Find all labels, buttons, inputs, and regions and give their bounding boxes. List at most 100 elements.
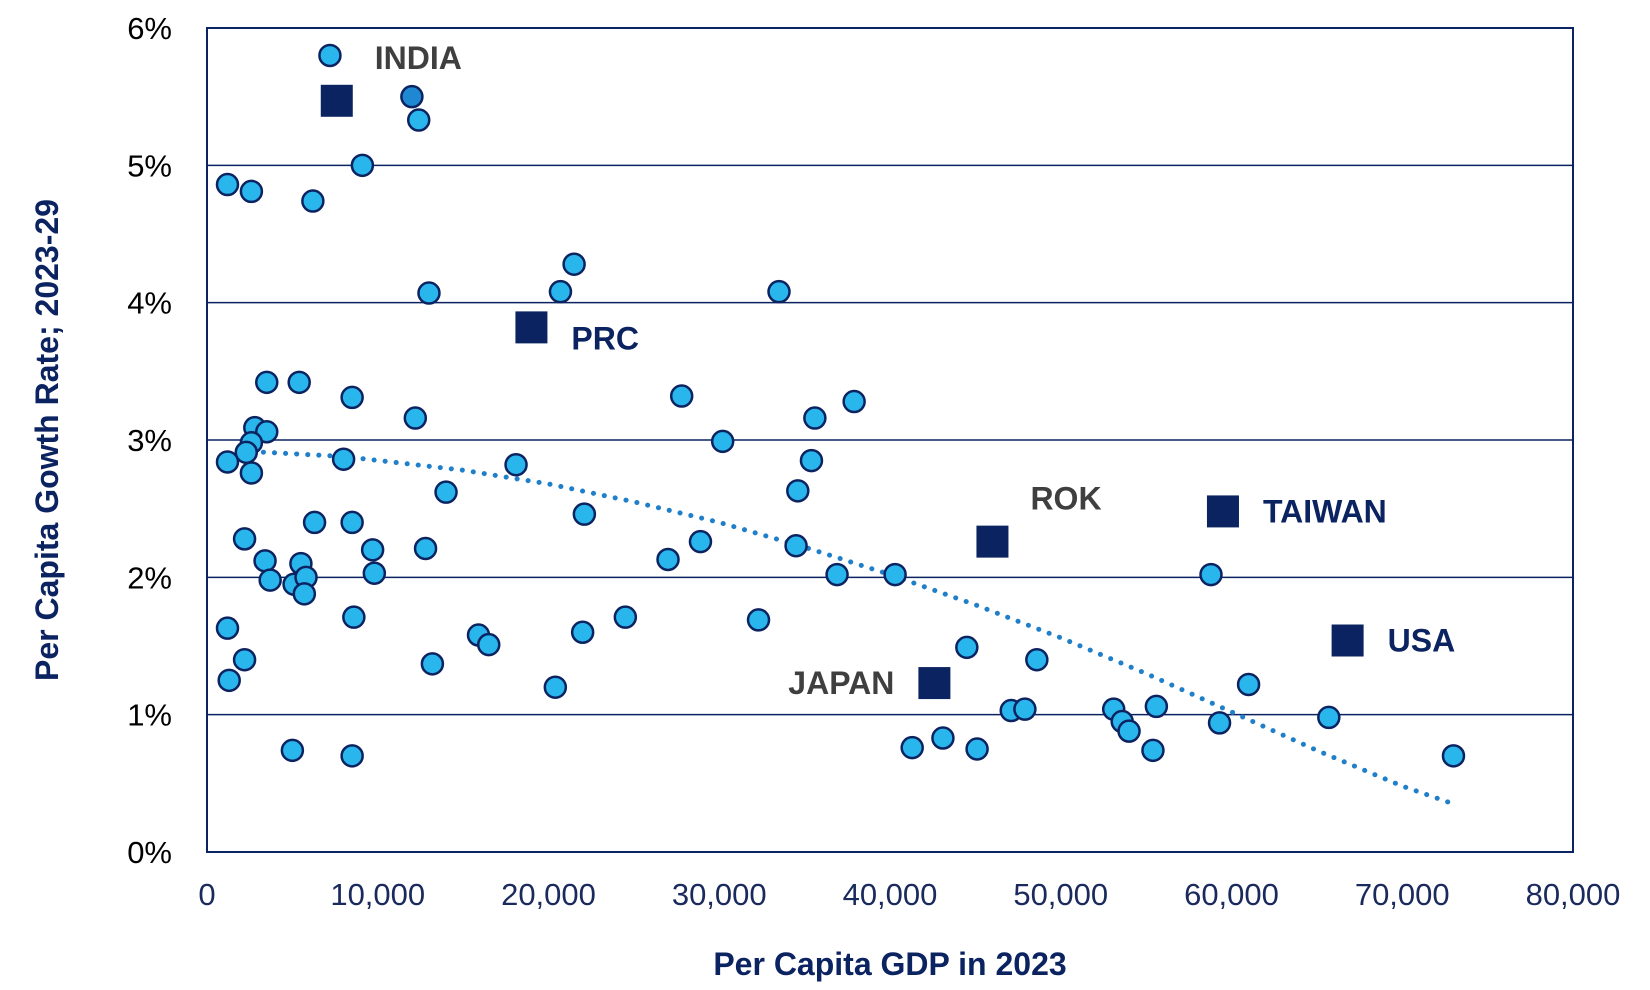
data-point <box>688 529 713 554</box>
data-point <box>413 536 438 561</box>
x-tick-label: 60,000 <box>1184 877 1279 912</box>
y-tick-label: 3% <box>127 423 172 458</box>
x-axis-title: Per Capita GDP in 2023 <box>713 946 1066 982</box>
data-point <box>217 668 241 693</box>
data-point <box>287 370 311 395</box>
y-axis-ticks: 0% 1% 2% 3% 4% 5% 6% <box>127 11 172 870</box>
data-point <box>931 726 955 750</box>
grid-lines <box>207 164 1573 716</box>
data-point <box>570 620 595 645</box>
data-point <box>342 605 366 629</box>
data-point <box>548 279 573 304</box>
data-point <box>232 527 257 551</box>
x-tick-label: 50,000 <box>1013 877 1108 912</box>
data-point <box>1117 719 1141 743</box>
data-point <box>476 632 501 657</box>
data-point <box>803 406 827 430</box>
data-point <box>340 385 364 410</box>
y-tick-label: 4% <box>127 286 172 321</box>
data-point <box>1025 647 1049 672</box>
country-label: TAIWAN <box>1263 493 1387 529</box>
data-point <box>350 153 375 178</box>
data-point <box>1013 697 1037 721</box>
y-tick-label: 6% <box>127 11 172 46</box>
data-point <box>406 108 431 132</box>
data-point <box>1236 672 1261 697</box>
data-point <box>362 561 387 585</box>
data-point <box>1441 744 1466 768</box>
country-points <box>215 43 1466 768</box>
data-point <box>883 562 907 587</box>
y-axis-title: Per Capita Gowth Rate; 2023-29 <box>29 199 65 681</box>
x-tick-label: 70,000 <box>1355 877 1450 912</box>
data-point <box>434 480 458 504</box>
data-point <box>340 510 364 535</box>
y-tick-label: 5% <box>127 148 172 183</box>
country-label: INDIA <box>375 40 462 76</box>
y-tick-label: 1% <box>127 698 172 733</box>
data-point <box>656 547 680 572</box>
data-point <box>1141 738 1165 763</box>
country-label: ROK <box>1030 481 1101 517</box>
data-point <box>301 189 325 213</box>
plot-area <box>206 27 1574 853</box>
data-point <box>400 84 424 109</box>
data-point <box>239 461 264 485</box>
highlight-marker <box>515 311 548 344</box>
data-point <box>669 384 694 408</box>
data-point <box>280 738 305 763</box>
data-point <box>767 279 791 304</box>
data-point <box>1207 711 1232 735</box>
y-tick-label: 2% <box>127 560 172 595</box>
data-point <box>955 635 979 660</box>
highlight-marker <box>1331 624 1364 657</box>
x-tick-label: 0 <box>198 877 215 912</box>
x-tick-label: 30,000 <box>672 877 767 912</box>
data-point <box>613 605 638 629</box>
country-label: USA <box>1388 623 1456 659</box>
x-tick-label: 40,000 <box>843 877 938 912</box>
data-point <box>215 172 240 197</box>
data-point <box>842 389 866 414</box>
x-tick-label: 80,000 <box>1526 877 1621 912</box>
highlighted-countries <box>320 84 1364 700</box>
data-point <box>746 608 771 632</box>
data-point <box>258 568 282 592</box>
data-point <box>562 252 586 276</box>
data-point <box>403 406 428 430</box>
data-point <box>1317 705 1341 730</box>
data-point <box>543 675 568 699</box>
data-point <box>965 737 989 761</box>
x-tick-label: 20,000 <box>501 877 596 912</box>
data-point <box>232 647 257 672</box>
data-point <box>239 179 264 204</box>
data-point <box>417 281 441 305</box>
data-point <box>784 533 808 558</box>
data-point <box>340 744 364 768</box>
country-label: PRC <box>571 320 639 356</box>
data-point <box>360 538 385 562</box>
data-point <box>318 43 342 68</box>
data-point <box>825 562 849 587</box>
highlight-marker <box>1206 495 1239 528</box>
data-point <box>302 510 327 535</box>
x-axis-ticks: 0 10,000 20,000 30,000 40,000 50,000 60,000 70,… <box>198 877 1620 912</box>
country-labels: INDIA PRC ROK TAIWAN USA JAPAN <box>375 40 1455 701</box>
data-point <box>1144 694 1169 719</box>
data-point <box>799 448 824 473</box>
data-point <box>215 450 240 474</box>
data-point <box>253 549 277 573</box>
highlight-marker <box>918 667 951 700</box>
data-point <box>331 447 356 471</box>
data-point <box>1199 562 1223 587</box>
highlight-marker <box>976 525 1009 558</box>
highlight-marker <box>320 84 353 117</box>
data-point <box>255 370 279 395</box>
data-point <box>572 502 597 526</box>
y-tick-label: 0% <box>127 835 172 870</box>
country-label: JAPAN <box>788 665 894 701</box>
data-point <box>215 616 240 640</box>
data-point <box>504 452 528 477</box>
data-point <box>420 652 445 676</box>
data-point <box>786 479 810 503</box>
